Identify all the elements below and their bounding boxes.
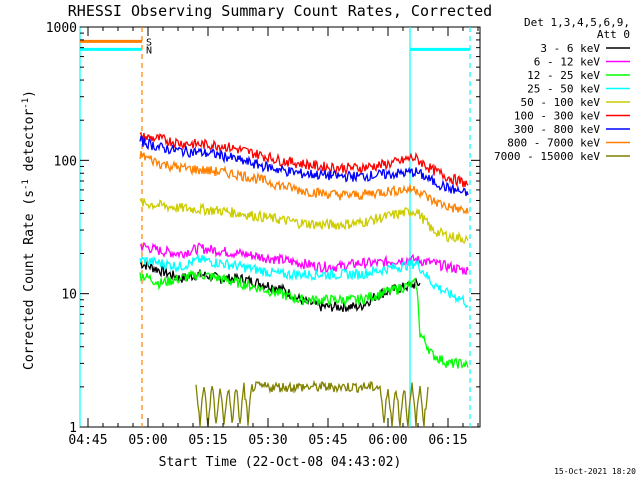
footer-timestamp: 15-Oct-2021 18:20 bbox=[554, 467, 636, 476]
chart-title: RHESSI Observing Summary Count Rates, Co… bbox=[68, 2, 492, 20]
y-tick-label: 1000 bbox=[46, 21, 77, 36]
x-axis-label: Start Time (22-Oct-08 04:43:02) bbox=[159, 455, 402, 470]
series-lines bbox=[139, 131, 469, 428]
y-tick-label: 10 bbox=[61, 288, 77, 303]
y-tick-label: 100 bbox=[54, 154, 77, 169]
vertical-markers bbox=[79, 27, 471, 427]
annotation-label: S bbox=[146, 37, 152, 48]
series-line bbox=[139, 135, 469, 197]
series-line bbox=[195, 379, 429, 428]
legend-title: Att 0 bbox=[597, 28, 630, 41]
legend-entry-label: 800 - 7000 keV bbox=[507, 137, 600, 150]
series-line bbox=[139, 241, 469, 275]
legend-entry-label: 6 - 12 keV bbox=[534, 56, 601, 69]
x-axis-ticks: 04:45 05:00 05:15 05:30 05:45 06:00 06:15 bbox=[68, 27, 479, 448]
annotations: SN bbox=[80, 37, 470, 56]
annotation-label: N bbox=[146, 45, 152, 56]
legend-entry-label: 12 - 25 keV bbox=[527, 69, 600, 82]
y-axis-ticks: 1 10 100 1000 bbox=[46, 21, 480, 436]
legend-entry-label: 25 - 50 keV bbox=[527, 83, 600, 96]
series-line bbox=[139, 269, 469, 369]
x-tick-label: 05:45 bbox=[308, 433, 347, 448]
series-line bbox=[139, 253, 469, 309]
plot-frame bbox=[79, 26, 481, 428]
series-line bbox=[139, 150, 469, 215]
series-line bbox=[139, 131, 469, 188]
x-tick-label: 06:15 bbox=[428, 433, 467, 448]
plot-border bbox=[79, 26, 481, 428]
legend-entry-label: 7000 - 15000 keV bbox=[494, 150, 600, 163]
y-axis-label: Corrected Count Rate (s-1 detector-1) bbox=[21, 90, 37, 370]
legend-entry-label: 300 - 800 keV bbox=[514, 123, 600, 136]
legend-entry-label: 3 - 6 keV bbox=[540, 42, 600, 55]
x-tick-label: 05:00 bbox=[128, 433, 167, 448]
legend-entry-label: 50 - 100 keV bbox=[521, 96, 601, 109]
x-tick-label: 05:30 bbox=[248, 433, 287, 448]
series-line bbox=[139, 198, 469, 245]
x-tick-label: 04:45 bbox=[68, 433, 107, 448]
x-tick-label: 05:15 bbox=[188, 433, 227, 448]
x-tick-label: 06:00 bbox=[368, 433, 407, 448]
legend-entry-label: 100 - 300 keV bbox=[514, 110, 600, 123]
y-tick-label: 1 bbox=[69, 421, 77, 436]
legend-title: Det 1,3,4,5,6,9, bbox=[524, 16, 630, 29]
